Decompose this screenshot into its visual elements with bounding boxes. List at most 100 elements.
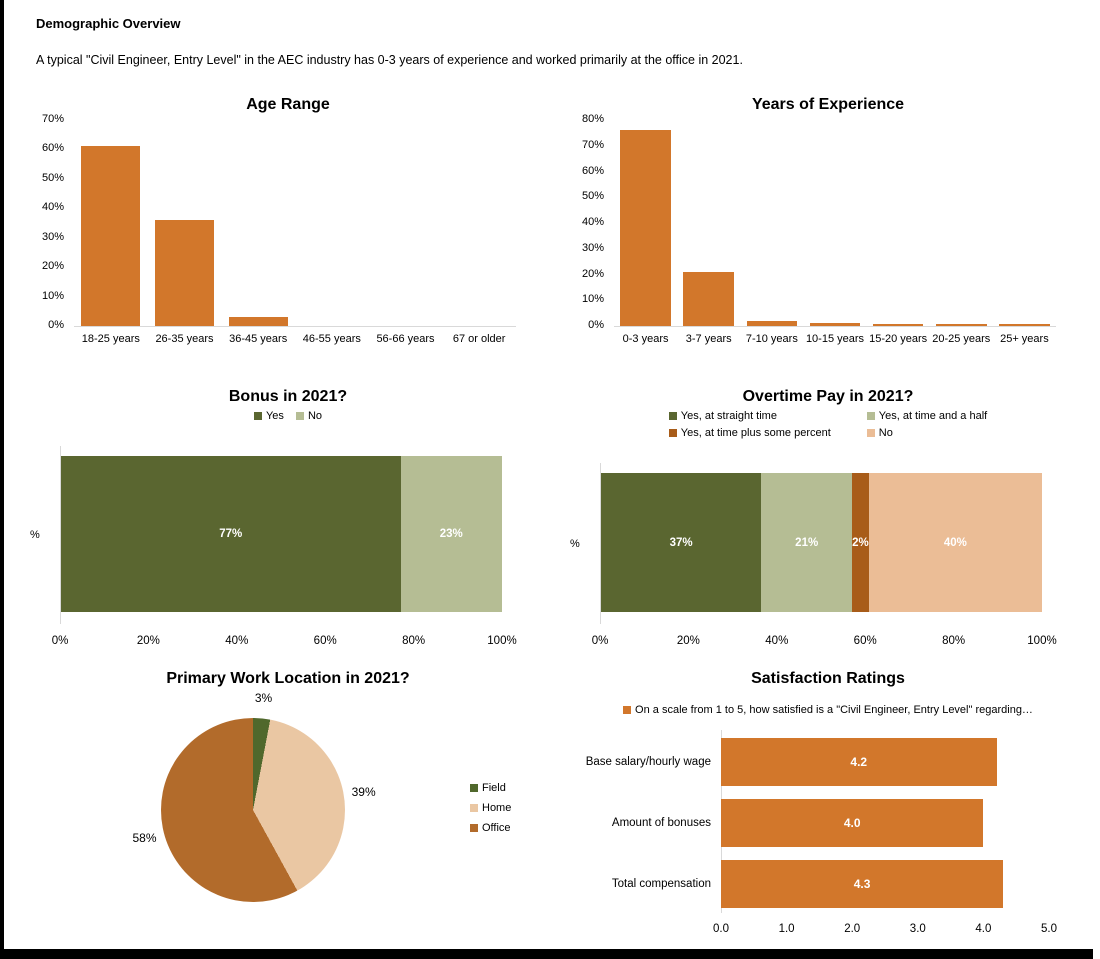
x-axis-category-label: 67 or older xyxy=(452,333,506,345)
x-axis-category-label: 0-3 years xyxy=(622,333,669,345)
x-axis-tick: 1.0 xyxy=(778,923,795,935)
chart-satisfaction-ratings: Satisfaction Ratings On a scale from 1 t… xyxy=(558,660,1098,949)
y-axis-tick: 20% xyxy=(41,260,64,273)
chart-title: Years of Experience xyxy=(751,96,905,113)
bar-18-25-years xyxy=(81,146,141,326)
legend-swatch-yes-at-time-and-a-half xyxy=(866,412,875,420)
bar-segment-yes-at-straight-time: 37% xyxy=(601,473,762,612)
x-axis-tick: 3.0 xyxy=(909,923,926,935)
x-axis-category-label: 56-66 years xyxy=(376,333,435,345)
y-axis-label: % xyxy=(570,537,580,550)
y-axis-tick: 30% xyxy=(41,230,64,243)
legend-label: Home xyxy=(482,802,512,814)
x-axis-tick: 20% xyxy=(136,635,160,647)
legend-label: Yes, at time plus some percent xyxy=(680,427,831,439)
legend-swatch-no xyxy=(866,429,875,437)
bar-26-35-years xyxy=(155,220,214,326)
category-label: Base salary/hourly wage xyxy=(585,756,711,768)
category-label: Amount of bonuses xyxy=(611,817,711,829)
bar-3-7-years xyxy=(683,272,734,326)
x-axis-tick: 80% xyxy=(402,635,426,647)
legend-swatch-office xyxy=(470,824,478,832)
plot-area: % 77% 23% 0% 20% 40% 60% 80% 100% xyxy=(30,422,517,654)
y-axis-label: % xyxy=(30,528,40,541)
bar-segment-yes-at-time-and-a-half: 21% xyxy=(761,473,853,612)
chart-title: Age Range xyxy=(246,96,330,113)
legend-item-home: Home xyxy=(470,802,511,814)
category-label: Total compensation xyxy=(611,878,711,890)
bar-total-compensation: 4.3 xyxy=(721,860,1004,908)
bar-track: 4.2 xyxy=(721,738,1049,786)
page-title: Demographic Overview xyxy=(36,16,181,31)
legend-swatch-yes-at-time-plus-some-percent xyxy=(668,429,677,437)
x-axis: 0% 20% 40% 60% 80% 100% xyxy=(592,635,1057,650)
y-axis-tick: 50% xyxy=(41,171,64,184)
chart-title: Overtime Pay in 2021? xyxy=(742,388,914,405)
x-axis-tick: 0.0 xyxy=(713,923,729,935)
bar-15-20-years xyxy=(872,324,924,326)
report-header: Demographic Overview A typical "Civil En… xyxy=(4,0,1096,86)
bar-25-years xyxy=(999,324,1050,326)
legend-label: No xyxy=(878,427,893,439)
x-axis-category-label: 26-35 years xyxy=(155,333,214,345)
y-axis-tick: 80% xyxy=(581,113,604,125)
x-axis-tick: 4.0 xyxy=(975,923,992,935)
plot-area: % 37% 21% 2% 40% 0% 20% 40% 60% 80% 100% xyxy=(570,439,1057,654)
legend-label: Yes xyxy=(265,410,284,422)
bar-segment-value: 40% xyxy=(943,536,967,549)
legend: Yes, at straight time Yes, at time and a … xyxy=(668,410,987,439)
bar-segment-value: 77% xyxy=(219,528,243,540)
bar-segment-yes-at-time-plus-some-percent: 2% xyxy=(852,473,869,612)
bar-36-45-years xyxy=(228,317,288,326)
bonus-plot-area: Yes No% 77% 23% 0% 20% 40% 60% 80% 100% xyxy=(18,406,558,660)
stacked-bar: 77% 23% xyxy=(61,456,502,612)
x-axis-tick: 5.0 xyxy=(1041,923,1057,935)
x-axis-tick: 0% xyxy=(591,635,609,647)
legend-label: Field xyxy=(482,782,506,794)
legend-swatch-field xyxy=(470,784,478,792)
bar-track: 4.0 xyxy=(721,799,1049,847)
plot-area: Base salary/hourly wage 4.2 Amount of bonu… xyxy=(558,730,1098,921)
bar-base-salary-hourly-wage: 4.2 xyxy=(721,738,997,786)
bar-segment-no: 40% xyxy=(868,473,1042,612)
y-axis-line xyxy=(600,463,601,624)
x-axis: 0% 20% 40% 60% 80% 100% xyxy=(52,635,517,650)
pie-slice-label-office: 58% xyxy=(132,830,157,845)
x-axis-line xyxy=(74,326,516,327)
legend-swatch xyxy=(623,706,632,714)
x-axis-tick: 2.0 xyxy=(844,923,861,935)
legend-label: No xyxy=(307,410,322,422)
chart-years-of-experience: Years of Experience 0% 10% 20% 30% 40% 50% 60%… xyxy=(558,86,1098,378)
window-border-left xyxy=(0,0,4,959)
y-axis-tick: 60% xyxy=(41,142,64,155)
legend-item-yes: Yes xyxy=(253,410,284,422)
x-axis-category-label: 18-25 years xyxy=(81,333,140,345)
x-axis-line xyxy=(614,326,1056,327)
y-axis-line xyxy=(60,446,61,624)
x-axis-category-label: 10-15 years xyxy=(805,333,865,345)
x-axis-tick: 20% xyxy=(676,635,700,647)
legend: On a scale from 1 to 5, how satisfied is… xyxy=(558,704,1098,716)
bar-segment-no: 23% xyxy=(400,456,502,612)
stacked-bar: 37% 21% 2% 40% xyxy=(601,473,1042,612)
legend-item-scale-question: On a scale from 1 to 5, how satisfied is… xyxy=(623,704,1033,716)
bar-row-total-compensation: Total compensation 4.3 xyxy=(558,860,1098,908)
x-axis-tick: 0% xyxy=(51,635,69,647)
bar-20-25-years xyxy=(936,324,987,326)
x-axis-category-label: 46-55 years xyxy=(302,333,361,345)
bar-segment-value: 21% xyxy=(795,536,819,549)
y-axis-tick: 10% xyxy=(581,293,604,306)
page-subtitle: A typical "Civil Engineer, Entry Level" … xyxy=(36,53,743,67)
years-of-experience-plot-area: 0% 10% 20% 30% 40% 50% 60% 70% 80% 0-3 years 3-7 y… xyxy=(558,113,1098,378)
legend-item-yes-at-straight-time: Yes, at straight time xyxy=(668,410,855,422)
chart-title: Primary Work Location in 2021? xyxy=(166,670,410,687)
bar-row-base-salary-hourly-wage: Base salary/hourly wage 4.2 xyxy=(558,738,1098,786)
pie xyxy=(161,718,345,902)
x-axis-category-label: 15-20 years xyxy=(869,333,928,345)
x-axis-category-label: 7-10 years xyxy=(745,333,798,345)
x-axis: 0.0 1.0 2.0 3.0 4.0 5.0 xyxy=(713,923,1057,939)
y-axis-tick: 40% xyxy=(41,201,64,214)
x-axis-category-label: 36-45 years xyxy=(229,333,288,345)
chart-primary-work-location: Primary Work Location in 2021? 3% 39% 58% F… xyxy=(18,660,558,949)
bar-segment-value: 37% xyxy=(669,536,693,549)
